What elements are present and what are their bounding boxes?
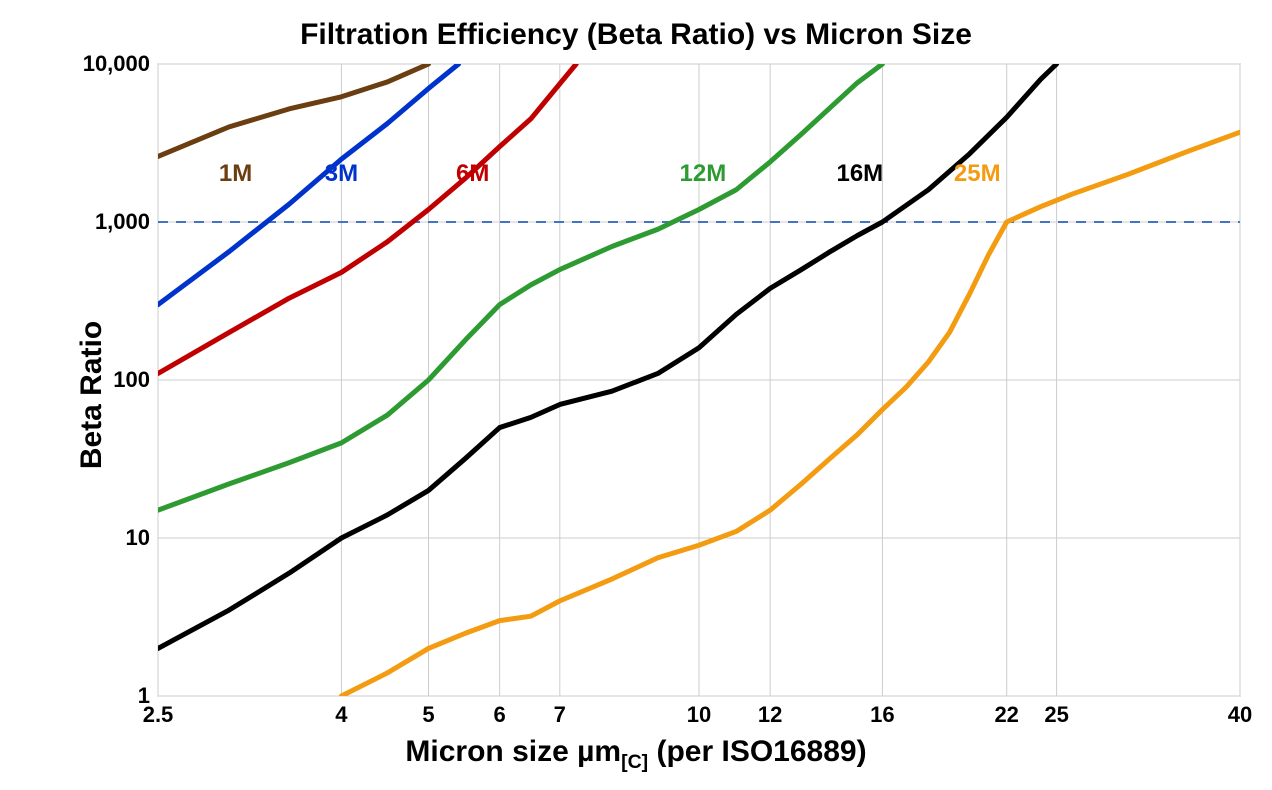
y-axis-label: Beta Ratio — [75, 321, 109, 469]
series-label-25M: 25M — [954, 160, 1001, 188]
x-tick-label: 16 — [870, 702, 894, 728]
series-label-6M: 6M — [456, 160, 489, 188]
chart-title: Filtration Efficiency (Beta Ratio) vs Mi… — [0, 18, 1272, 52]
series-line-6M — [158, 64, 576, 373]
y-tick-label: 10 — [126, 525, 150, 551]
series-line-3M — [158, 64, 459, 305]
x-tick-label: 40 — [1228, 702, 1252, 728]
series-label-16M: 16M — [836, 160, 883, 188]
y-tick-label: 1,000 — [95, 209, 150, 235]
x-tick-label: 7 — [554, 702, 566, 728]
y-tick-label: 10,000 — [83, 51, 150, 77]
x-axis-label: Micron size µm[C] (per ISO16889) — [0, 735, 1272, 774]
x-tick-label: 25 — [1044, 702, 1068, 728]
y-tick-label: 100 — [113, 367, 150, 393]
x-tick-label: 10 — [687, 702, 711, 728]
x-tick-label: 4 — [335, 702, 347, 728]
x-tick-label: 2.5 — [143, 702, 174, 728]
x-tick-label: 5 — [422, 702, 434, 728]
series-label-3M: 3M — [325, 160, 358, 188]
series-line-16M — [158, 64, 1057, 648]
series-line-25M — [341, 132, 1240, 696]
x-tick-label: 12 — [758, 702, 782, 728]
series-label-1M: 1M — [219, 160, 252, 188]
series-label-12M: 12M — [680, 160, 727, 188]
x-tick-label: 6 — [494, 702, 506, 728]
series-line-1M — [158, 64, 429, 156]
x-tick-label: 22 — [994, 702, 1018, 728]
chart-plot-area — [0, 0, 1272, 790]
